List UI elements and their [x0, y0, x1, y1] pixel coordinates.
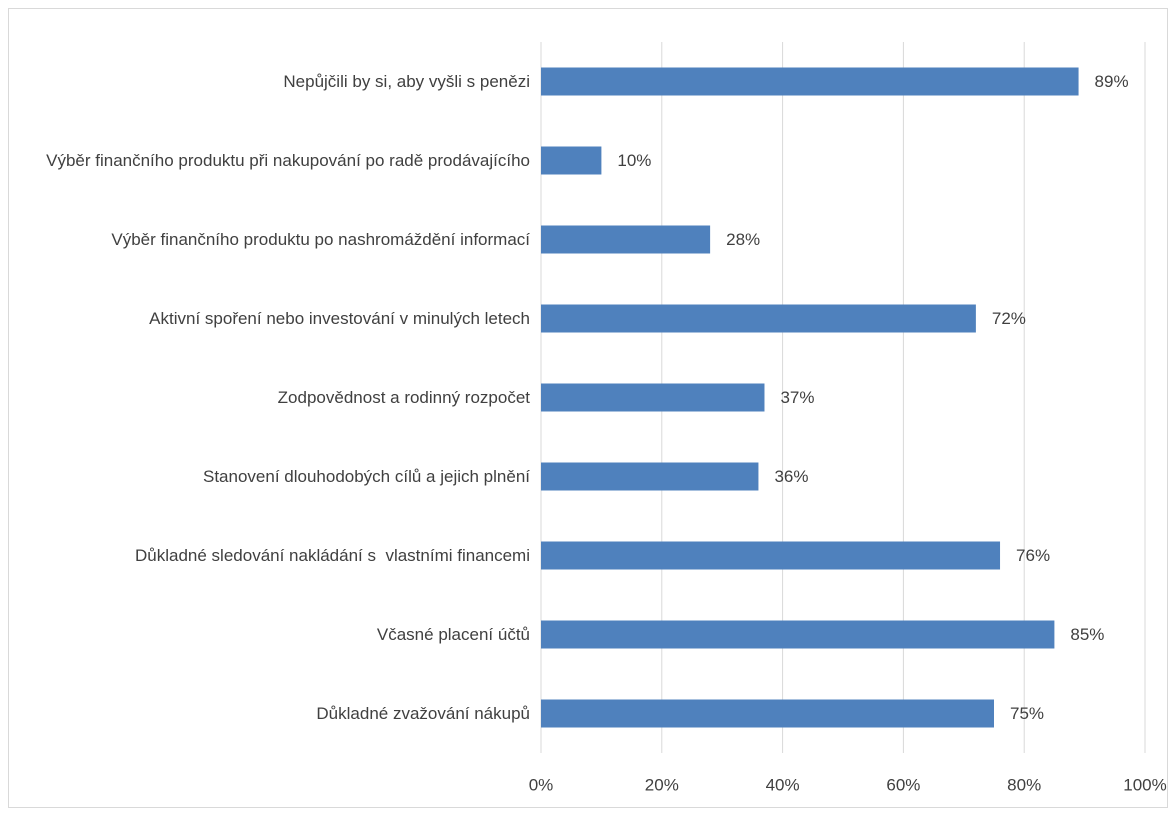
bar: [541, 304, 976, 333]
y-tick-label: Včasné placení účtů: [376, 624, 530, 644]
y-tick-label: Nepůjčili by si, aby vyšli s penězi: [283, 71, 530, 91]
data-label: 76%: [1016, 546, 1050, 565]
x-tick-label: 60%: [886, 775, 920, 794]
x-tick-label: 100%: [1123, 775, 1166, 794]
y-tick-label-box: Výběr finančního produktu při nakupování…: [46, 131, 530, 191]
data-label: 85%: [1070, 625, 1104, 644]
bar: [541, 462, 759, 491]
y-tick-label-box: Nepůjčili by si, aby vyšli s penězi: [283, 52, 530, 112]
y-tick-label: Výběr finančního produktu po nashromáždě…: [111, 229, 530, 249]
y-tick-label: Výběr finančního produktu při nakupování…: [46, 150, 530, 170]
x-tick-label: 40%: [766, 775, 800, 794]
x-tick-label: 80%: [1007, 775, 1041, 794]
data-label: 89%: [1095, 72, 1129, 91]
y-tick-label-box: Aktivní spoření nebo investování v minul…: [149, 289, 530, 349]
bar: [541, 225, 711, 254]
y-tick-label: Zodpovědnost a rodinný rozpočet: [277, 387, 530, 407]
y-tick-label: Stanovení dlouhodobých cílů a jejich pln…: [202, 466, 530, 486]
y-tick-label-box: Výběr finančního produktu po nashromáždě…: [111, 210, 530, 270]
bar: [541, 67, 1079, 96]
y-tick-label-box: Zodpovědnost a rodinný rozpočet: [278, 368, 530, 428]
y-tick-label: Důkladné sledování nakládání s vlastními…: [135, 545, 530, 565]
y-tick-label-box: Důkladné sledování nakládání s vlastními…: [135, 526, 530, 586]
x-tick-label: 20%: [645, 775, 679, 794]
data-label: 10%: [617, 151, 651, 170]
data-label: 36%: [774, 467, 808, 486]
bar: [541, 541, 1001, 570]
data-label: 72%: [992, 309, 1026, 328]
y-tick-label: Aktivní spoření nebo investování v minul…: [149, 308, 530, 328]
data-label: 75%: [1010, 704, 1044, 723]
y-tick-label-box: Důkladné zvažování nákupů: [316, 684, 530, 744]
chart-border: [8, 8, 1168, 808]
bar: [541, 146, 602, 175]
y-tick-label-box: Včasné placení účtů: [377, 605, 530, 665]
y-tick-label: Důkladné zvažování nákupů: [316, 703, 530, 723]
y-tick-label-box: Stanovení dlouhodobých cílů a jejich pln…: [203, 447, 530, 507]
bar: [541, 620, 1055, 649]
data-label: 37%: [780, 388, 814, 407]
bar: [541, 699, 994, 728]
data-label: 28%: [726, 230, 760, 249]
x-tick-label: 0%: [529, 775, 554, 794]
bar: [541, 383, 765, 412]
